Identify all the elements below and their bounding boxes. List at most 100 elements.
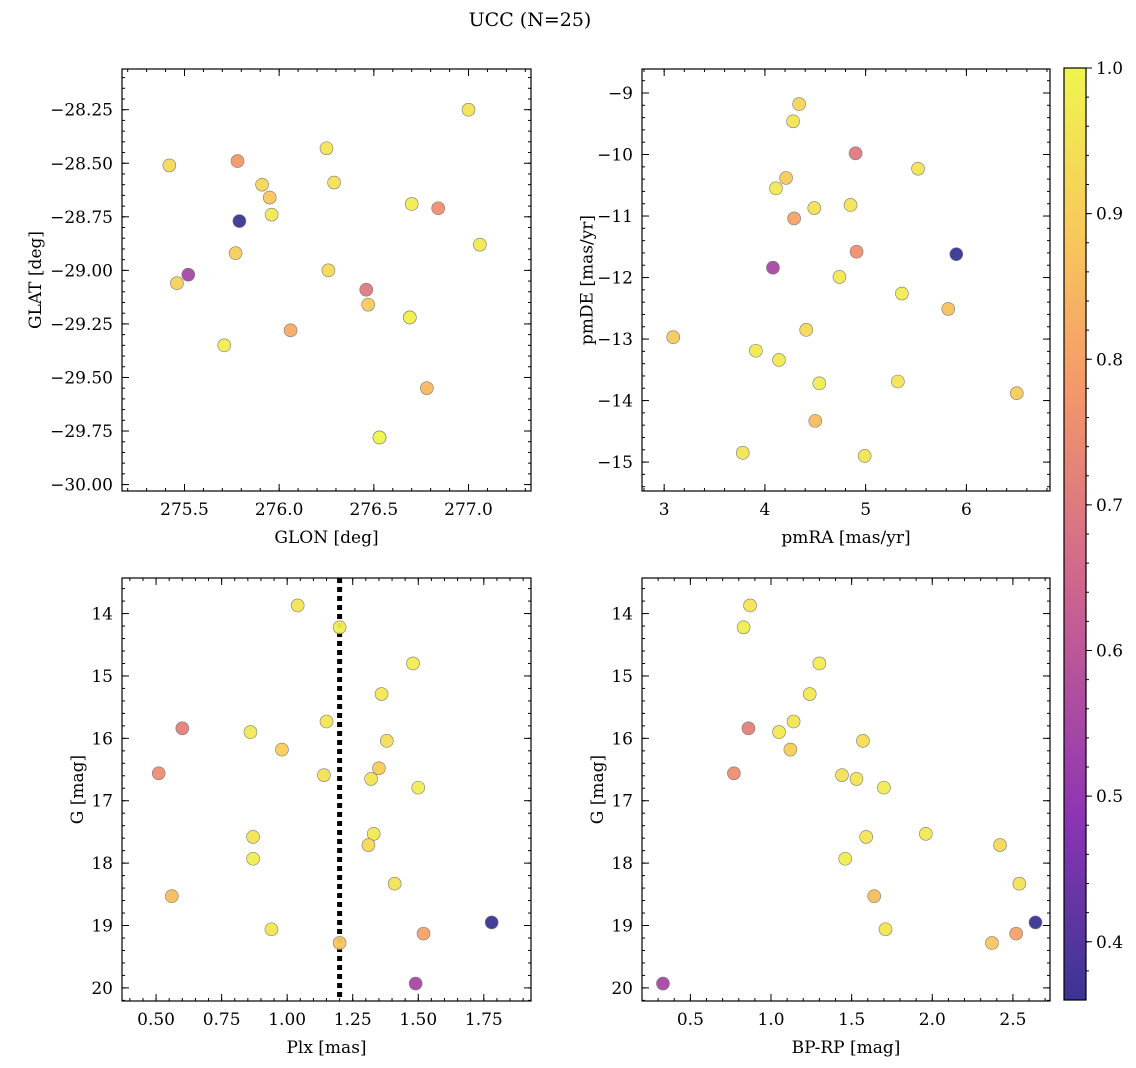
scatter-point	[808, 414, 823, 428]
scatter-point	[406, 656, 420, 671]
scatter-point	[317, 768, 331, 782]
colorbar: 0.4 0.5 0.6 0.7 0.8 0.9 1.0	[1063, 59, 1123, 1001]
y-tick-label: −12	[597, 269, 633, 289]
scatter-point	[772, 353, 786, 367]
y-tick-label: −10	[597, 146, 633, 166]
axes-frame	[641, 68, 1051, 492]
scatter-point	[741, 721, 756, 736]
colorbar-tick-label: 0.5	[1096, 787, 1123, 807]
scatter-point	[175, 721, 190, 736]
scatter-point	[232, 214, 247, 228]
y-tick-label: −29.50	[50, 368, 113, 388]
y-tick-label: −29.00	[50, 261, 113, 281]
scatter-point	[364, 772, 378, 786]
scatter-point	[264, 207, 279, 222]
scatter-point	[366, 826, 381, 841]
y-tick-label: 14	[91, 605, 113, 625]
scatter-point	[895, 286, 909, 301]
scatter-point	[843, 198, 858, 212]
scatter-point	[321, 263, 336, 278]
y-tick-label: −14	[597, 392, 633, 412]
scatter-point	[985, 936, 999, 950]
scatter-point	[416, 926, 431, 941]
scatter-point	[217, 338, 232, 353]
scatter-point	[361, 297, 375, 312]
scatter-point	[404, 197, 419, 211]
scatter-point	[255, 177, 269, 192]
scatter-point	[812, 656, 827, 671]
y-axis-label: G [mag]	[68, 755, 88, 824]
scatter-point	[332, 620, 347, 635]
x-tick-label: 1.75	[465, 1010, 503, 1030]
scatter-point	[743, 598, 757, 613]
scatter-point	[165, 889, 179, 903]
scatter-point	[941, 302, 956, 316]
y-tick-label: 20	[611, 979, 633, 999]
scatter-points	[162, 102, 487, 445]
scatter-point	[181, 267, 196, 282]
y-tick-label: 17	[611, 792, 633, 812]
y-tick-label: 14	[611, 605, 633, 625]
scatter-point	[769, 181, 783, 196]
scatter-point	[799, 323, 814, 337]
scatter-point	[461, 102, 476, 117]
colorbar-tick-label: 0.8	[1096, 350, 1123, 370]
axes-frame	[121, 68, 532, 492]
y-tick-label: −28.75	[50, 208, 113, 228]
panel-p3: 0.50 0.75 1.00 1.25 1.50 1.75 14 15 16 17 18 19 20 Pl…	[68, 577, 532, 1058]
scatter-point	[832, 270, 847, 284]
scatter-point	[838, 851, 852, 866]
scatter-point	[431, 201, 446, 216]
y-tick-label: −28.25	[50, 101, 113, 121]
x-axis-label: GLON [deg]	[274, 528, 378, 548]
scatter-point	[786, 714, 801, 729]
scatter-points	[666, 97, 1024, 463]
scatter-point	[919, 826, 933, 841]
y-tick-label: −30.00	[50, 476, 113, 496]
scatter-point	[372, 430, 387, 445]
scatter-point	[327, 175, 341, 190]
scatter-point	[473, 237, 487, 252]
scatter-point	[856, 734, 870, 748]
scatter-point	[849, 244, 864, 259]
panel-p1: 275.5 276.0 276.5 277.0 −28.25 −28.50 −28.75 −2…	[26, 68, 532, 548]
y-axis-label: G [mag]	[588, 755, 608, 824]
scatter-point	[246, 830, 260, 844]
y-axis-label: pmDE [mas/yr]	[578, 215, 598, 345]
scatter-point	[484, 915, 499, 930]
x-axis-label: BP-RP [mag]	[792, 1038, 901, 1058]
scatter-point	[779, 171, 793, 185]
scatter-point	[243, 725, 258, 739]
scatter-point	[848, 146, 863, 161]
scatter-point	[420, 381, 434, 395]
y-tick-label: 17	[91, 792, 113, 812]
scatter-point	[807, 201, 822, 215]
x-tick-label: 4	[759, 500, 770, 520]
scatter-point	[387, 876, 402, 891]
x-tick-label: 276.0	[255, 500, 304, 520]
x-tick-label: 0.5	[677, 1010, 704, 1030]
scatter-point	[727, 766, 741, 781]
x-tick-label: 5	[860, 500, 871, 520]
scatter-point	[332, 936, 347, 950]
scatter-point	[656, 976, 670, 991]
scatter-point	[849, 772, 864, 786]
y-tick-label: 18	[91, 854, 113, 874]
scatter-point	[1009, 926, 1023, 941]
panel-p2: 3 4 5 6 −9 −10 −11 −12 −13 −14 −15 pmRA [mas/yr] pmD…	[578, 68, 1051, 548]
scatter-point	[766, 260, 780, 275]
scatter-point	[262, 190, 277, 205]
scatter-point	[275, 742, 289, 757]
colorbar-gradient	[1064, 68, 1086, 1000]
x-tick-label: 276.5	[350, 500, 399, 520]
scatter-point	[361, 838, 376, 852]
scatter-point	[228, 246, 243, 261]
x-tick-label: 0.75	[203, 1010, 241, 1030]
y-tick-label: −9	[608, 84, 633, 104]
y-tick-label: 16	[611, 729, 633, 749]
y-tick-label: 20	[91, 979, 113, 999]
scatter-point	[802, 687, 817, 701]
scatter-point	[411, 780, 426, 795]
scatter-point	[151, 766, 166, 781]
